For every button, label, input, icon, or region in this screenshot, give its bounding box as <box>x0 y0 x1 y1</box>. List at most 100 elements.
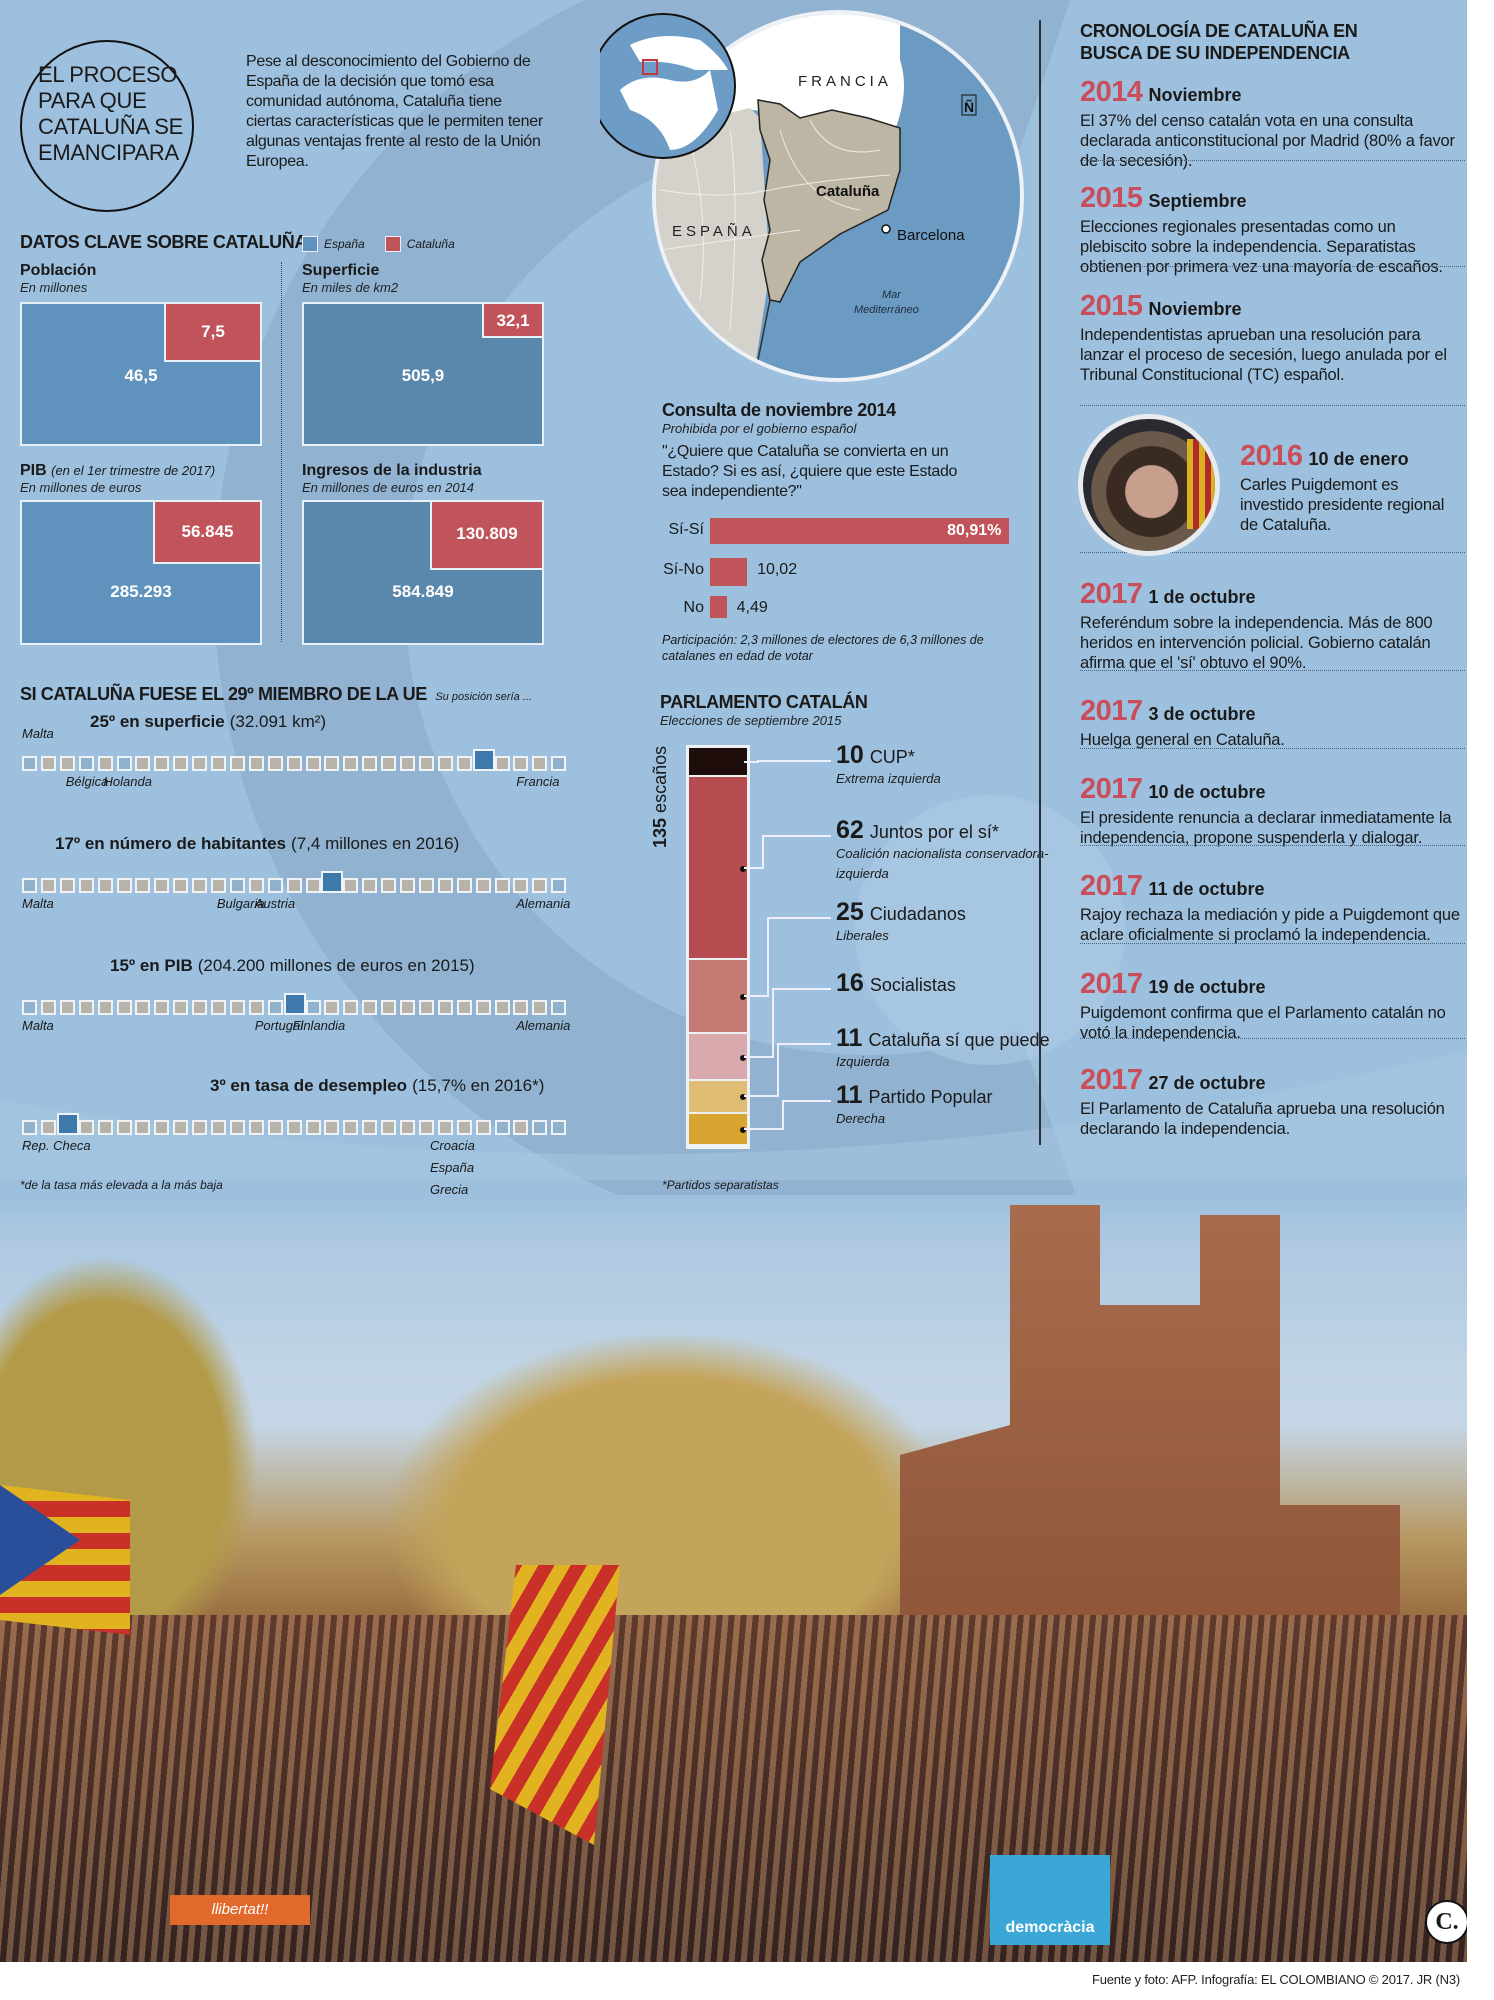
leader-dot <box>740 1094 746 1101</box>
country-rank-square <box>97 1120 113 1135</box>
event-text: El Parlamento de Cataluña aprueba una re… <box>1080 1100 1445 1138</box>
country-rank-square <box>78 1120 94 1135</box>
map: FRANCIA ESPAÑA Cataluña Barcelona Mar Me… <box>600 10 1024 382</box>
country-label: Grecia <box>430 1182 469 1197</box>
catalonia-value: 7,5 <box>201 322 225 341</box>
ranking-rank: 17º en número de habitantes <box>55 834 287 853</box>
timeline-event-header: 2014 Noviembre <box>1080 78 1465 111</box>
spain-value: 46,5 <box>124 366 158 385</box>
page-title: EL PROCESO PARA QUE CATALUÑA SE EMANCIPA… <box>38 62 188 166</box>
timeline-event: 2015 Noviembre Independentistas aprueban u… <box>1080 292 1465 385</box>
catalonia-rank-square <box>472 749 495 771</box>
bar-value-label: 10,02 <box>757 561 798 578</box>
catalonia-value: 56.845 <box>181 522 234 541</box>
roads <box>659 119 891 331</box>
country-rank-square <box>78 756 94 771</box>
country-rank-square <box>211 878 226 893</box>
party-seats: 11 <box>836 1024 863 1052</box>
country-rank-square <box>381 878 397 893</box>
map-label-sea-2: Mediterráneo <box>854 304 919 316</box>
block-unit: En millones de euros <box>20 480 142 495</box>
party-seats: 10 <box>836 741 864 769</box>
event-year: 2017 <box>1080 1064 1143 1096</box>
leader-line <box>779 1043 831 1045</box>
key-block-surface: Superficie En miles de km2 <box>302 262 398 295</box>
country-rank-square <box>135 878 151 893</box>
country-rank-square <box>248 756 264 771</box>
parliament-subtitle: Elecciones de septiembre 2015 <box>660 713 842 728</box>
spain-value: 285.293 <box>110 582 172 601</box>
country-rank-square <box>267 878 283 893</box>
country-rank-square <box>211 756 226 771</box>
event-text: Puigdemont confirma que el Parlamento ca… <box>1080 1004 1446 1042</box>
country-rank-square <box>305 878 321 893</box>
ranking-row-title: 25º en superficie (32.091 km²) <box>90 712 326 732</box>
country-rank-square <box>343 878 359 893</box>
country-rank-square <box>286 878 302 893</box>
timeline-event: 2017 3 de octubre Huelga general en Catalu… <box>1080 697 1465 750</box>
seats-unit: escaños <box>650 745 670 813</box>
referendum-subtitle: Prohibida por el gobierno español <box>662 421 857 436</box>
country-label: Finlandia <box>292 1018 346 1033</box>
country-rank-square <box>59 878 75 893</box>
seat-segment <box>689 1113 747 1144</box>
timeline-separator <box>1080 670 1465 671</box>
ranking-rank: 25º en superficie <box>90 712 225 731</box>
eu-ranking-footnote: *de la tasa más elevada a la más baja <box>20 1178 223 1192</box>
party-description: Extrema izquierda <box>836 771 941 786</box>
legend-label-catalonia: Cataluña <box>406 237 455 251</box>
country-rank-square <box>267 756 283 771</box>
intro-text: Pese al desconocimiento del Gobierno de … <box>246 53 543 170</box>
event-date: 10 de octubre <box>1148 782 1266 802</box>
referendum-note: Participación: 2,3 millones de electores… <box>662 633 984 663</box>
infographic-panel: EL PROCESO PARA QUE CATALUÑA SE EMANCIPA… <box>0 0 1467 1962</box>
event-text: El 37% del censo catalán vota en una con… <box>1080 112 1455 170</box>
bar-category-label: Sí-Sí <box>668 521 704 538</box>
country-rank-square <box>475 1120 491 1135</box>
ranking-detail: (7,4 millones en 2016) <box>291 834 460 853</box>
timeline-event: 2014 Noviembre El 37% del censo catalán vo… <box>1080 78 1465 171</box>
leader-line <box>744 1100 784 1130</box>
country-rank-square <box>192 756 208 771</box>
country-rank-square <box>456 1120 472 1135</box>
portrait-avatar <box>1078 414 1220 556</box>
party-label: 16 Socialistas <box>836 971 1066 997</box>
map-label-france: FRANCIA <box>798 73 892 90</box>
country-rank-square <box>97 878 113 893</box>
leader-dot <box>740 994 746 1001</box>
referendum-bar <box>710 518 1010 544</box>
country-label: España <box>430 1160 475 1175</box>
block-unit: En millones de euros en 2014 <box>302 480 475 495</box>
event-year: 2015 <box>1080 290 1143 322</box>
country-rank-square <box>248 1000 264 1015</box>
country-label: Rep. Checa <box>22 1138 91 1153</box>
title-line: EL PROCESO <box>38 62 178 87</box>
seat-segment <box>689 1081 747 1112</box>
country-rank-square <box>154 878 170 893</box>
country-rank-square <box>362 878 378 893</box>
leader-dot <box>740 759 746 766</box>
country-rank-square <box>229 756 245 771</box>
country-rank-square <box>551 1000 567 1015</box>
leader-line <box>744 835 764 869</box>
country-rank-square <box>22 756 37 771</box>
country-label: Croacia <box>430 1138 475 1153</box>
country-rank-square <box>362 1000 378 1015</box>
timeline-event-header: 2017 27 de octubre <box>1080 1066 1465 1099</box>
country-rank-square <box>551 756 567 771</box>
country-rank-square <box>400 1120 415 1135</box>
timeline-event: 2017 1 de octubre Referéndum sobre la inde… <box>1080 580 1465 673</box>
referendum-question: "¿Quiere que Cataluña se convierta en un… <box>662 443 958 500</box>
country-label: Francia <box>516 774 560 789</box>
event-year: 2017 <box>1080 773 1143 805</box>
country-label: Malta <box>22 1018 54 1033</box>
timeline-separator <box>1080 160 1465 161</box>
country-rank-square <box>154 1000 170 1015</box>
seat-segment <box>689 748 747 776</box>
ranking-row-title: 17º en número de habitantes (7,4 millones… <box>55 834 459 854</box>
timeline-event-header: 2015 Noviembre <box>1080 292 1465 325</box>
party-name: Cataluña sí que puede <box>868 1030 1050 1050</box>
country-rank-square <box>286 1120 302 1135</box>
block-title: Superficie <box>302 262 380 279</box>
country-rank-square <box>40 1000 56 1015</box>
